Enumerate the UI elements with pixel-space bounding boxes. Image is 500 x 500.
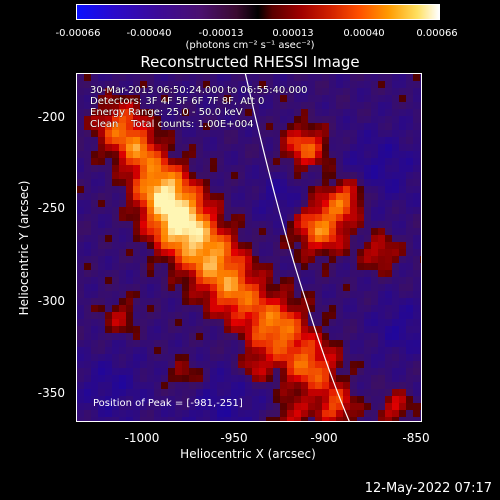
colorbar-tick-label: 0.00013	[272, 28, 314, 39]
peak-position: Position of Peak = [-981,-251]	[93, 398, 243, 409]
info-time-range: 30-Mar-2013 06:50:24.000 to 06:55:40.000	[90, 85, 308, 96]
plot-title: Reconstructed RHESSI Image	[140, 53, 360, 71]
colorbar-tick-label: -0.00013	[198, 28, 244, 39]
y-axis-label: Heliocentric Y (arcsec)	[17, 180, 31, 316]
x-tick-label: -1000	[124, 431, 160, 445]
y-tick-label: -200	[37, 110, 65, 124]
colorbar-tick-label: 0.00040	[343, 28, 385, 39]
y-tick-label: -250	[37, 201, 65, 215]
y-tick-label: -350	[37, 386, 65, 400]
x-tick-label: -950	[220, 431, 248, 445]
info-clean-counts: Clean Total counts: 1.00E+004	[90, 118, 254, 130]
x-tick-label: -900	[310, 431, 338, 445]
colorbar-units: (photons cm⁻² s⁻¹ asec⁻²)	[185, 40, 315, 51]
x-axis-label: Heliocentric X (arcsec)	[180, 447, 316, 461]
solar-limb-line	[244, 74, 350, 421]
y-tick-label: -300	[37, 294, 65, 308]
info-detectors: Detectors: 3F 4F 5F 6F 7F 8F, Att 0	[90, 96, 265, 108]
colorbar-tick-label: -0.00066	[55, 28, 101, 39]
colorbar-tick-label: -0.00040	[126, 28, 172, 39]
image-plot	[76, 73, 422, 422]
info-block: 30-Mar-2013 06:50:24.000 to 06:55:40.000…	[90, 85, 308, 130]
rhessi-image-map	[77, 74, 421, 421]
generation-date: 12-May-2022 07:17	[364, 481, 492, 496]
colorbar	[76, 4, 440, 20]
info-energy-range: Energy Range: 25.0 - 50.0 keV	[90, 107, 243, 119]
x-tick-label: -850	[402, 431, 430, 445]
colorbar-tick-label: 0.00066	[416, 28, 458, 39]
